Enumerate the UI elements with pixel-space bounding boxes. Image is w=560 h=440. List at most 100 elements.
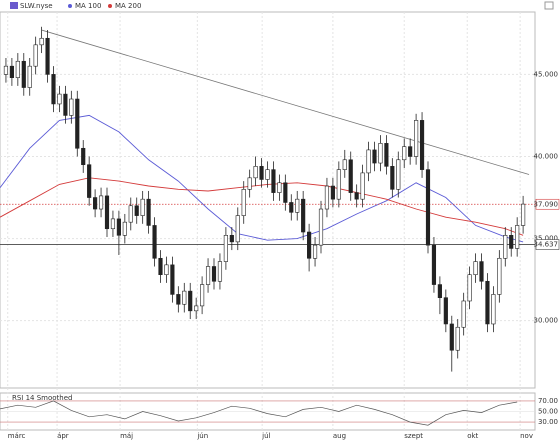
- candle-body: [170, 264, 175, 295]
- candle-body: [259, 166, 264, 180]
- candle-body: [158, 257, 163, 276]
- candle-body: [39, 37, 44, 46]
- candle-body: [485, 280, 490, 325]
- x-tick-label: jún: [196, 432, 208, 440]
- candle-body: [372, 149, 377, 164]
- candle-body: [378, 143, 383, 164]
- candle-body: [301, 198, 306, 233]
- moving-average-line: [0, 114, 524, 243]
- candle-body: [408, 146, 413, 157]
- x-tick-label: júl: [261, 432, 270, 440]
- candle-body: [318, 208, 324, 246]
- candle-body: [182, 290, 187, 305]
- candle-body: [205, 266, 211, 285]
- candle-body: [45, 37, 50, 75]
- level-label: 37.090: [534, 200, 559, 208]
- level-label-box: [535, 239, 560, 250]
- candle-body: [200, 284, 205, 307]
- candle-body: [431, 244, 437, 285]
- y-tick-label: 45.000: [534, 70, 559, 78]
- candle-body: [152, 225, 157, 259]
- candle-body: [449, 323, 454, 351]
- candle-body: [342, 159, 347, 170]
- chart-title: SLW.nyse: [20, 2, 53, 10]
- candle-body: [396, 159, 401, 190]
- rsi-tick-label: 30.00: [538, 418, 558, 426]
- candle-body: [390, 166, 395, 190]
- candle-body: [176, 294, 181, 305]
- candle-body: [194, 305, 199, 312]
- candle-body: [235, 215, 240, 243]
- candle-body: [81, 147, 86, 165]
- candle-body: [473, 261, 478, 276]
- level-label-box: [535, 198, 560, 210]
- candle-body: [277, 182, 282, 193]
- candle-body: [87, 164, 92, 198]
- candle-body: [27, 65, 32, 88]
- candle-body: [360, 172, 365, 200]
- candle-body: [437, 284, 442, 298]
- candle-body: [330, 185, 335, 200]
- candle-body: [336, 169, 341, 200]
- rsi-line: [0, 400, 518, 426]
- y-tick-label: 30.000: [534, 317, 559, 325]
- candle-body: [366, 149, 371, 174]
- candle-body: [9, 65, 14, 78]
- candle-body: [461, 300, 466, 328]
- rsi-title: RSI 14 Smoothed: [12, 394, 73, 402]
- x-tick-label: máj: [120, 432, 133, 440]
- candle-body: [414, 120, 419, 157]
- candle-body: [69, 98, 74, 116]
- candle-body: [116, 218, 121, 236]
- y-tick-label: 40.000: [534, 152, 559, 160]
- candle-body: [128, 205, 133, 223]
- candle-body: [188, 290, 193, 312]
- candle-body: [21, 60, 26, 88]
- legend-dot: [108, 4, 112, 8]
- candle-body: [223, 235, 228, 262]
- plot-frame: [0, 11, 536, 389]
- candle-body: [384, 143, 389, 167]
- legend-dot: [68, 4, 72, 8]
- candle-body: [455, 326, 460, 351]
- candle-body: [312, 244, 318, 259]
- candle-body: [164, 264, 169, 276]
- candle-body: [57, 93, 62, 105]
- candle-body: [253, 166, 258, 179]
- candle-body: [283, 182, 288, 203]
- x-tick-label: okt: [467, 432, 478, 440]
- candle-body: [419, 120, 425, 170]
- candle-body: [229, 235, 234, 243]
- legend-label: MA 200: [115, 2, 141, 10]
- y-tick-label: 35.000: [534, 235, 559, 243]
- settings-icon[interactable]: [544, 1, 554, 10]
- candle-body: [479, 261, 484, 282]
- candle-body: [265, 169, 270, 180]
- x-tick-label: márc: [8, 432, 26, 440]
- candle-body: [467, 274, 472, 302]
- candle-body: [104, 195, 110, 230]
- candle-body: [307, 231, 312, 259]
- level-label: 34.637: [534, 241, 559, 249]
- candle-body: [271, 169, 276, 193]
- candle-body: [140, 198, 145, 216]
- candle-body: [509, 235, 514, 249]
- candle-body: [491, 294, 496, 325]
- x-tick-label: szept: [404, 432, 423, 440]
- candle-body: [443, 297, 448, 325]
- candle-body: [211, 266, 217, 282]
- candle-body: [354, 192, 359, 200]
- symbol-icon: [10, 2, 18, 9]
- candle-body: [110, 218, 116, 230]
- candle-body: [521, 203, 526, 226]
- candle-body: [146, 198, 151, 226]
- candle-body: [289, 202, 294, 213]
- candle-body: [33, 44, 38, 67]
- candle-body: [98, 195, 104, 210]
- candle-body: [295, 198, 300, 213]
- rsi-tick-label: 70.00: [538, 397, 558, 405]
- candle-body: [122, 221, 127, 236]
- x-tick-label: nov: [520, 432, 533, 440]
